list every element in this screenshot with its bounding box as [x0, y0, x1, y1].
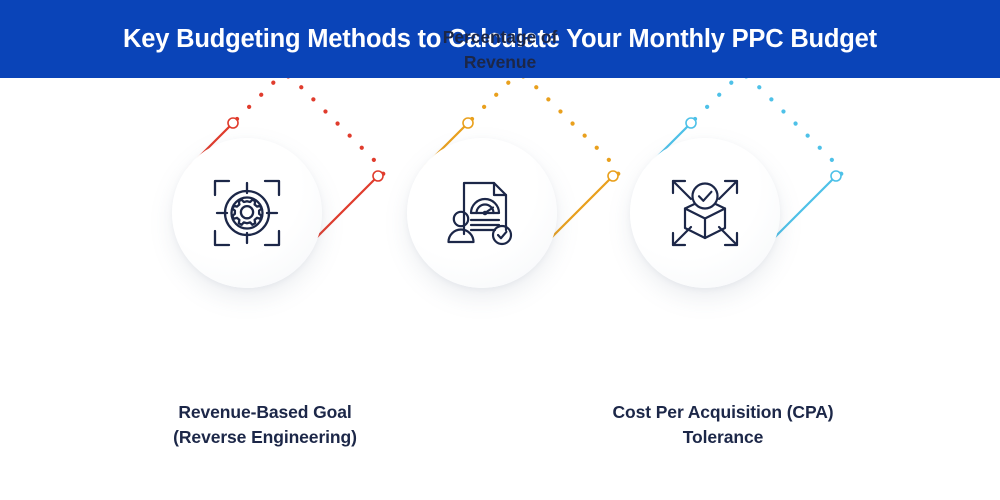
- method-label-revenue-based-goal: Revenue-Based Goal (Reverse Engineering): [100, 400, 430, 450]
- box-expand-arrows-check-icon: [671, 179, 739, 247]
- document-gauge-person-check-icon: [447, 181, 513, 246]
- icon-plate-cpa-tolerance: [630, 138, 780, 288]
- method-group-cpa-tolerance[interactable]: Cost Per Acquisition (CPA) Tolerance: [573, 78, 873, 500]
- icon-plate-revenue-based-goal: [172, 138, 322, 288]
- method-label-line-1: Cost Per Acquisition (CPA): [612, 402, 834, 422]
- icon-plate-percentage-of-revenue: [407, 138, 557, 288]
- method-label-line-2: (Reverse Engineering): [173, 426, 357, 447]
- method-label-line-2: Tolerance: [682, 426, 764, 447]
- page-title: Key Budgeting Methods to Calculate Your …: [123, 24, 877, 53]
- methods-stage: Revenue-Based Goal (Reverse Engineering): [0, 27, 1000, 500]
- method-label-line-1: Percentage of: [442, 27, 558, 47]
- method-label-percentage-of-revenue: Percentage of Revenue: [335, 25, 665, 75]
- header-bar: Key Budgeting Methods to Calculate Your …: [0, 0, 1000, 78]
- method-group-revenue-based-goal[interactable]: Revenue-Based Goal (Reverse Engineering): [115, 78, 415, 500]
- method-label-line-1: Revenue-Based Goal: [178, 402, 352, 422]
- method-label-line-2: Revenue: [463, 51, 537, 72]
- target-crosshair-gear-icon: [213, 179, 281, 247]
- method-label-cpa-tolerance: Cost Per Acquisition (CPA) Tolerance: [558, 400, 888, 450]
